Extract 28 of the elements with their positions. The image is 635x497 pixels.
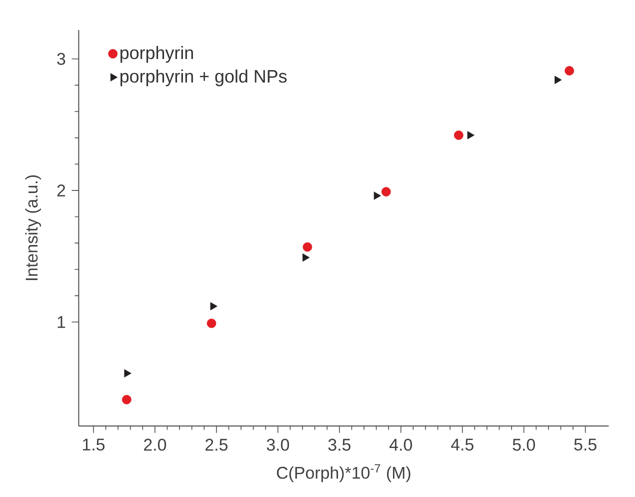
point bbox=[467, 131, 474, 140]
point bbox=[206, 318, 216, 328]
y-tick-label: 2 bbox=[57, 184, 66, 196]
y-tick-label: 1 bbox=[58, 316, 66, 328]
point bbox=[124, 369, 132, 378]
point bbox=[454, 130, 464, 140]
x-axis-title: C(Porph)*10$^{-7}$ (M) bbox=[276, 464, 410, 482]
x-tick-label: 5.5 bbox=[574, 438, 596, 451]
x-tick-label: 2.0 bbox=[144, 438, 166, 451]
x-tick-label: 1.5 bbox=[82, 438, 105, 451]
x-tick-label: 4.0 bbox=[390, 438, 412, 451]
point bbox=[554, 76, 562, 84]
point bbox=[374, 192, 381, 200]
x-tick-label: 3.5 bbox=[328, 438, 350, 451]
point bbox=[381, 187, 391, 196]
x-tick-label: 5.0 bbox=[512, 438, 535, 451]
point bbox=[564, 66, 574, 76]
legend-label: porphyrin + gold NPs bbox=[120, 70, 287, 86]
x-tick-label: 4.5 bbox=[450, 438, 474, 451]
point bbox=[122, 394, 132, 404]
y-tick-label: 3 bbox=[57, 52, 66, 65]
point bbox=[302, 253, 310, 262]
point bbox=[210, 302, 218, 310]
point bbox=[302, 242, 312, 252]
x-tick-label: 2.5 bbox=[206, 438, 228, 451]
x-tick-label: 3.0 bbox=[266, 438, 290, 451]
y-axis-title: Intensity (a.u.) bbox=[25, 175, 41, 280]
legend-label: porphyrin bbox=[120, 46, 193, 63]
